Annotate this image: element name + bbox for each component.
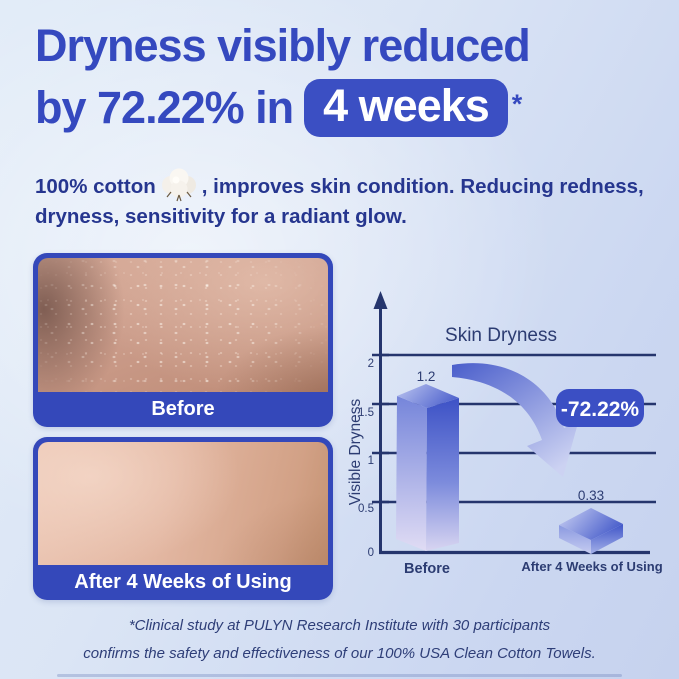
footnote-asterisk: * — [511, 89, 522, 119]
x-label-after: After 4 Weeks of Using — [521, 559, 662, 574]
headline-line2-text: by 72.22% in — [35, 82, 294, 133]
cotton-flower-icon — [161, 168, 196, 202]
bottom-divider — [57, 674, 622, 677]
curved-down-arrow-icon — [452, 363, 578, 477]
reduction-badge-label: -72.22% — [561, 398, 640, 421]
ytick-0_5: 0.5 — [358, 503, 374, 515]
subtext-part2: , improves skin condition. Reducing redn… — [201, 175, 644, 198]
headline-line2: by 72.22% in 4 weeks * — [35, 78, 530, 138]
headline: Dryness visibly reduced by 72.22% in 4 w… — [35, 16, 531, 138]
after-photo-card: After 4 Weeks of Using — [33, 437, 333, 600]
before-caption: Before — [151, 398, 215, 420]
bar-before — [396, 384, 459, 551]
axis-arrow-up-icon — [373, 291, 388, 309]
reduction-badge: -72.22% — [556, 389, 644, 427]
subtext-part3: dryness, sensitivity for a radiant glow. — [35, 205, 407, 228]
ytick-2: 2 — [368, 358, 374, 370]
after-caption: After 4 Weeks of Using — [74, 571, 292, 593]
chart-title: Skin Dryness — [445, 325, 557, 346]
bar-before-value-label: 1.2 — [417, 369, 436, 384]
before-photo-card: Before — [33, 253, 333, 427]
x-label-before: Before — [404, 561, 450, 577]
bar-after — [559, 508, 623, 554]
ytick-0: 0 — [368, 547, 374, 559]
footnote-line1: *Clinical study at PULYN Research Instit… — [128, 617, 551, 634]
before-skin-photo — [38, 258, 328, 392]
ytick-1_5: 1.5 — [358, 407, 374, 419]
subtext: 100% cotton , improves skin condition. R… — [35, 168, 660, 231]
skin-dryness-chart: Skin Dryness Visible Dryness 2 1.5 1 0.5… — [347, 291, 663, 577]
footnote-line2: confirms the safety and effectiveness of… — [83, 645, 596, 662]
four-weeks-pill: 4 weeks — [304, 79, 508, 137]
headline-line1: Dryness visibly reduced — [35, 20, 531, 71]
footnote: *Clinical study at PULYN Research Instit… — [0, 612, 679, 668]
ytick-1: 1 — [368, 455, 374, 467]
y-axis-label: Visible Dryness — [347, 398, 364, 505]
subtext-part1: 100% cotton — [35, 175, 156, 198]
after-skin-photo — [38, 442, 328, 565]
bar-after-value-label: 0.33 — [578, 488, 604, 503]
y-tick-labels: 2 1.5 1 0.5 0 — [358, 358, 374, 559]
